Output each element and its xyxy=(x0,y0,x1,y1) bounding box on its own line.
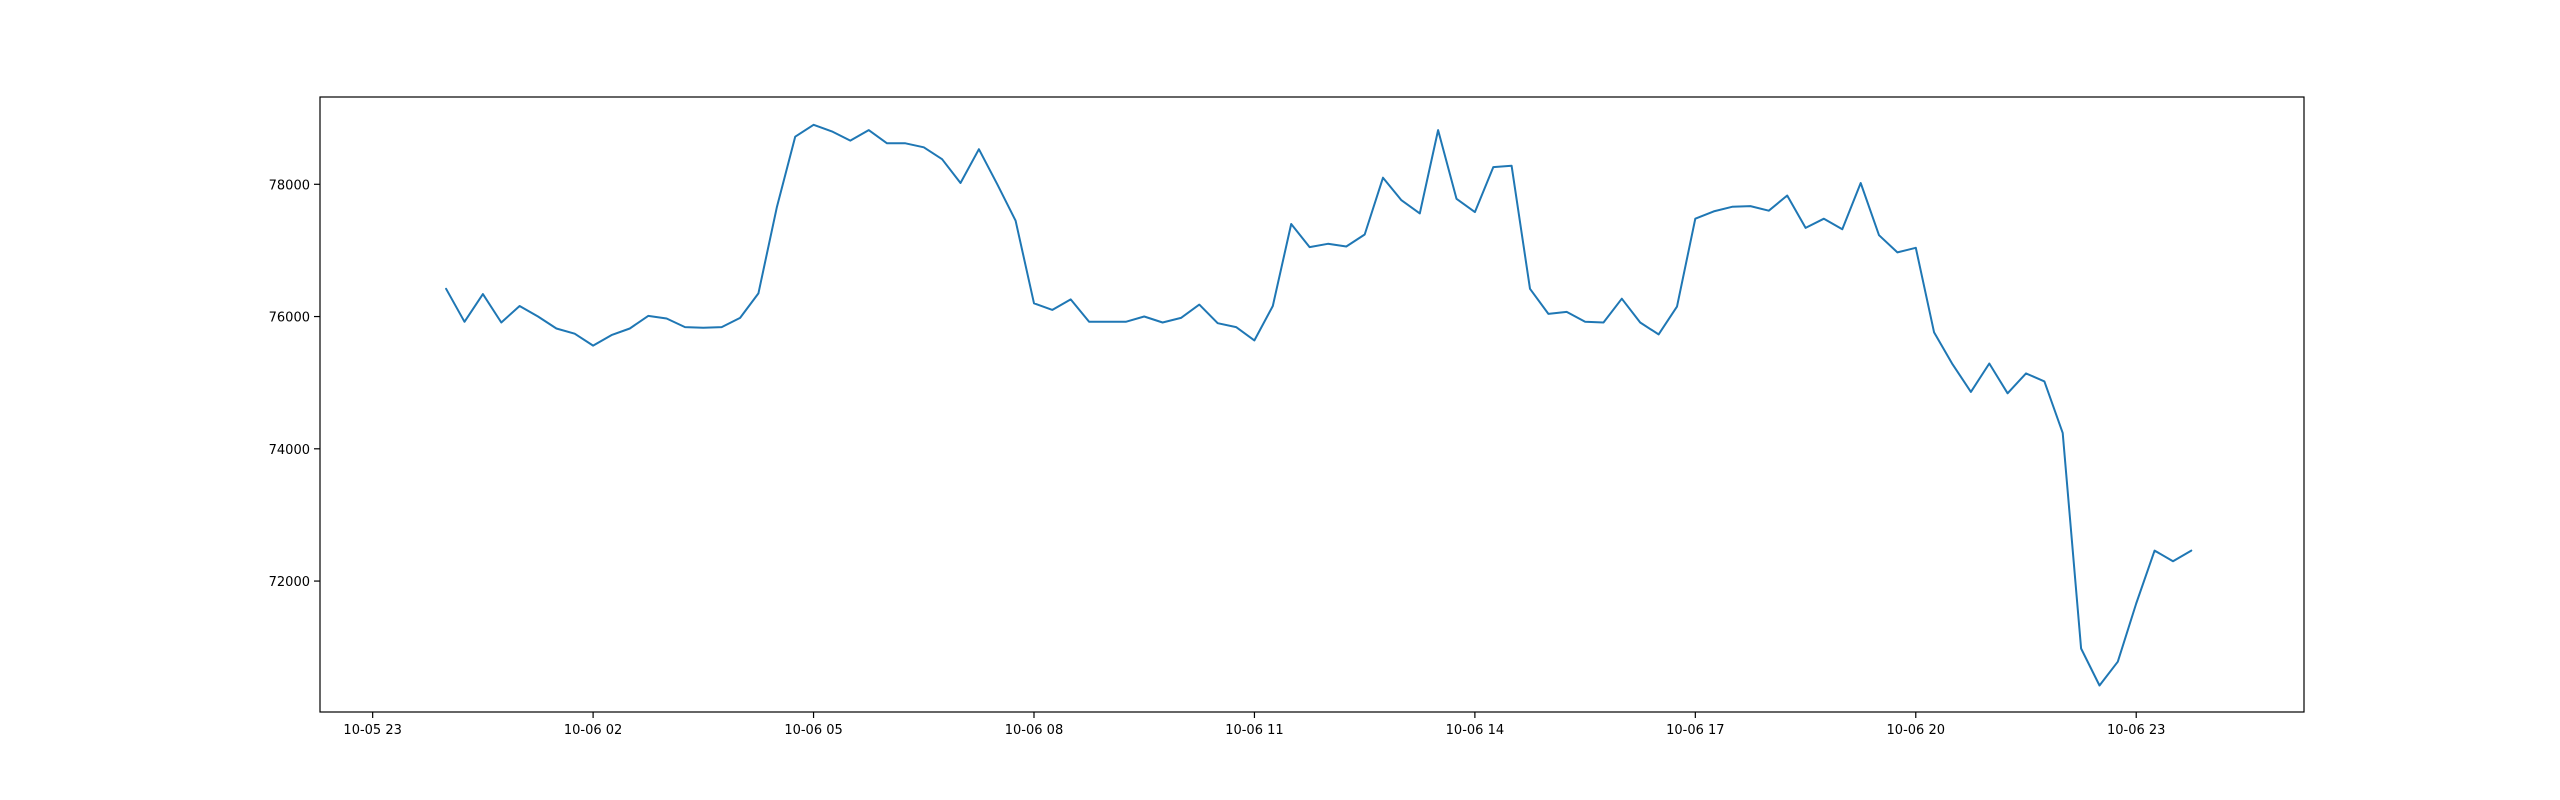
series-line xyxy=(445,123,2193,687)
x-tick-label: 10-06 05 xyxy=(784,723,842,738)
y-tick-label: 74000 xyxy=(269,443,310,458)
y-tick-label: 76000 xyxy=(269,311,310,326)
x-tick-label: 10-05 23 xyxy=(343,723,401,738)
x-tick-label: 10-06 20 xyxy=(1887,723,1945,738)
x-axis: 10-05 23 10-06 02 10-06 05 10-06 08 10-06 11… xyxy=(343,712,2165,738)
series-layer xyxy=(445,123,2193,687)
x-tick-label: 10-06 02 xyxy=(564,723,622,738)
x-tick-label: 10-06 08 xyxy=(1005,723,1063,738)
y-axis: 72000 74000 76000 78000 xyxy=(269,178,320,590)
y-tick-label: 72000 xyxy=(269,575,310,590)
x-tick-label: 10-06 14 xyxy=(1446,723,1504,738)
plot-frame xyxy=(319,96,2305,713)
x-tick-label: 10-06 17 xyxy=(1666,723,1724,738)
y-tick-label: 78000 xyxy=(269,178,310,193)
x-tick-label: 10-06 23 xyxy=(2107,723,2165,738)
x-tick-label: 10-06 11 xyxy=(1225,723,1283,738)
